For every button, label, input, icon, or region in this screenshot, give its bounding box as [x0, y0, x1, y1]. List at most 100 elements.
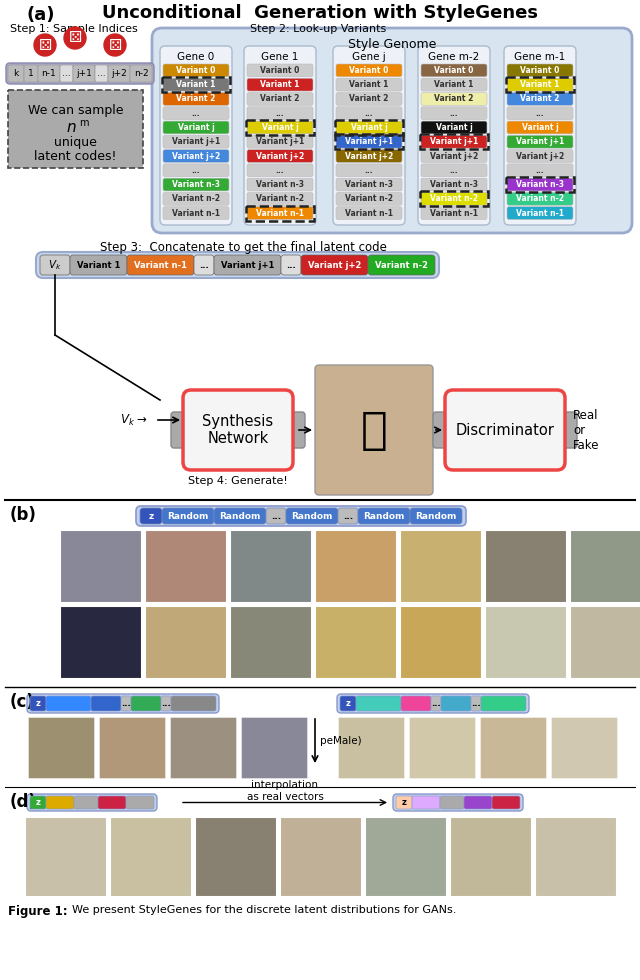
Text: Figure 1:: Figure 1: [8, 905, 68, 918]
FancyBboxPatch shape [163, 135, 229, 148]
Text: Variant n-3: Variant n-3 [430, 180, 478, 189]
Text: Variant 2: Variant 2 [520, 94, 560, 104]
Text: Variant n-2: Variant n-2 [345, 194, 393, 203]
Bar [420, 134, 488, 149]
FancyBboxPatch shape [315, 606, 397, 679]
FancyBboxPatch shape [336, 164, 402, 176]
FancyBboxPatch shape [171, 696, 216, 711]
FancyBboxPatch shape [145, 606, 227, 679]
FancyBboxPatch shape [145, 530, 227, 603]
FancyBboxPatch shape [241, 717, 308, 779]
FancyBboxPatch shape [99, 717, 166, 779]
FancyBboxPatch shape [266, 508, 286, 524]
Text: ...: ... [365, 166, 373, 174]
Text: ...: ... [192, 109, 200, 118]
Text: ...: ... [62, 69, 71, 78]
Text: unique: unique [54, 136, 97, 149]
FancyBboxPatch shape [485, 606, 567, 679]
FancyBboxPatch shape [214, 508, 266, 524]
FancyBboxPatch shape [247, 78, 313, 91]
FancyBboxPatch shape [336, 122, 402, 134]
Text: Variant n-1: Variant n-1 [516, 209, 564, 218]
Text: m: m [79, 118, 89, 128]
FancyBboxPatch shape [421, 135, 487, 148]
FancyBboxPatch shape [161, 696, 171, 711]
Text: We can sample: We can sample [28, 104, 124, 117]
FancyBboxPatch shape [170, 717, 237, 779]
Text: peMale): peMale) [320, 736, 362, 746]
Text: Variant n-2: Variant n-2 [172, 194, 220, 203]
Text: ...: ... [384, 134, 396, 147]
FancyBboxPatch shape [244, 46, 316, 225]
Text: ...: ... [450, 109, 458, 118]
FancyBboxPatch shape [247, 107, 313, 120]
Text: Variant n-2: Variant n-2 [516, 194, 564, 203]
Text: Variant 1: Variant 1 [520, 80, 560, 89]
Text: ...: ... [431, 699, 441, 708]
Bar [335, 121, 403, 135]
Text: Gene m-2: Gene m-2 [428, 52, 479, 62]
FancyBboxPatch shape [28, 717, 95, 779]
FancyBboxPatch shape [247, 92, 313, 105]
FancyBboxPatch shape [507, 92, 573, 105]
Text: (b): (b) [10, 506, 37, 524]
Bar [8, 90, 143, 168]
Text: ...: ... [97, 69, 106, 78]
Text: Gene m-1: Gene m-1 [515, 52, 566, 62]
FancyBboxPatch shape [280, 817, 362, 897]
Text: ...: ... [343, 512, 353, 520]
Text: Variant j+1: Variant j+1 [345, 137, 393, 146]
Text: Real
or
Fake: Real or Fake [573, 409, 600, 452]
FancyBboxPatch shape [160, 46, 232, 225]
FancyBboxPatch shape [163, 92, 229, 105]
FancyBboxPatch shape [535, 817, 617, 897]
FancyBboxPatch shape [126, 796, 154, 809]
Text: Style Genome: Style Genome [348, 38, 436, 51]
FancyBboxPatch shape [195, 817, 277, 897]
FancyBboxPatch shape [152, 28, 632, 233]
FancyBboxPatch shape [337, 694, 529, 713]
Text: Variant j: Variant j [262, 122, 298, 132]
FancyBboxPatch shape [163, 178, 229, 191]
FancyBboxPatch shape [421, 207, 487, 220]
Text: Variant 2: Variant 2 [349, 94, 388, 104]
Circle shape [64, 27, 86, 49]
FancyBboxPatch shape [121, 696, 131, 711]
FancyBboxPatch shape [433, 412, 446, 448]
FancyBboxPatch shape [247, 164, 313, 176]
Text: ...: ... [471, 699, 481, 708]
FancyBboxPatch shape [110, 817, 192, 897]
FancyBboxPatch shape [421, 150, 487, 163]
FancyBboxPatch shape [247, 122, 313, 134]
FancyBboxPatch shape [450, 817, 532, 897]
Text: ...: ... [286, 261, 296, 270]
Text: Variant 2: Variant 2 [435, 94, 474, 104]
Text: ...: ... [199, 261, 209, 270]
FancyBboxPatch shape [336, 135, 402, 148]
FancyBboxPatch shape [396, 796, 412, 809]
FancyBboxPatch shape [401, 696, 431, 711]
FancyBboxPatch shape [163, 150, 229, 163]
Text: (a): (a) [26, 6, 54, 24]
FancyBboxPatch shape [507, 207, 573, 220]
FancyBboxPatch shape [230, 530, 312, 603]
FancyBboxPatch shape [400, 606, 482, 679]
FancyBboxPatch shape [136, 506, 466, 526]
Text: Variant j: Variant j [351, 122, 387, 132]
Text: ...: ... [161, 699, 171, 708]
FancyBboxPatch shape [409, 717, 476, 779]
Circle shape [104, 34, 126, 56]
FancyBboxPatch shape [441, 696, 471, 711]
FancyBboxPatch shape [507, 78, 573, 91]
Text: Variant j+2: Variant j+2 [256, 152, 304, 161]
Bar [246, 121, 314, 135]
Text: latent codes!: latent codes! [35, 150, 116, 163]
FancyBboxPatch shape [570, 606, 640, 679]
Text: Gene 0: Gene 0 [177, 52, 214, 62]
FancyBboxPatch shape [40, 255, 70, 275]
Text: Variant 2: Variant 2 [260, 94, 300, 104]
FancyBboxPatch shape [480, 717, 547, 779]
FancyBboxPatch shape [163, 164, 229, 176]
FancyBboxPatch shape [421, 92, 487, 105]
FancyBboxPatch shape [24, 65, 38, 82]
